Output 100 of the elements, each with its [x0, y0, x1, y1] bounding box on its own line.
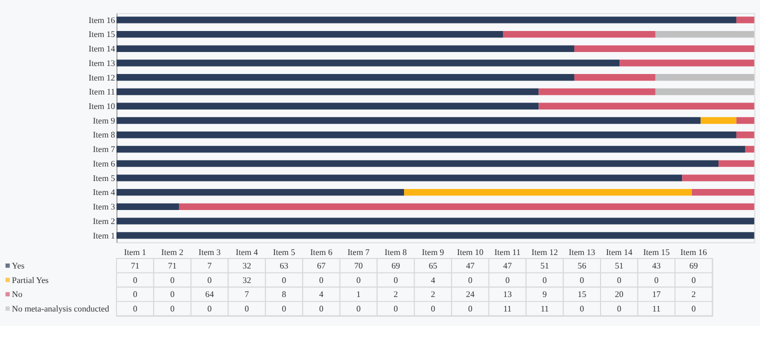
bar — [116, 146, 746, 153]
data-label: 15 — [578, 289, 586, 300]
bar — [116, 60, 620, 66]
data-label: 9 — [542, 289, 547, 300]
data-label: 0 — [132, 289, 138, 300]
data-label: 2 — [691, 289, 696, 300]
data-label: 0 — [319, 303, 324, 314]
bar — [736, 16, 754, 24]
data-label: 43 — [652, 260, 661, 271]
data-label: 0 — [394, 274, 398, 285]
bar — [655, 30, 754, 38]
data-label: 0 — [170, 303, 174, 314]
data-label: 7 — [207, 260, 212, 271]
bar — [116, 74, 574, 81]
y-tick-label: Item 11 — [88, 86, 116, 97]
y-tick-label: Item 10 — [88, 100, 116, 111]
data-label: 71 — [168, 260, 177, 271]
bar — [620, 60, 754, 66]
y-tick-label: No meta-analysis conducted — [12, 303, 110, 314]
y-tick-label: Item 2 — [92, 216, 116, 226]
y-tick-label: Item 13 — [88, 58, 116, 68]
data-label: 0 — [468, 274, 472, 285]
data-label: 0 — [207, 274, 212, 285]
data-label: 47 — [503, 260, 512, 271]
data-label: 0 — [132, 303, 138, 314]
data-label: 0 — [617, 303, 622, 314]
data-label: 0 — [430, 303, 436, 314]
y-tick-label: Item 16 — [88, 14, 116, 25]
data-label: 0 — [207, 303, 212, 314]
x-tick-label: Item 12 — [531, 247, 558, 258]
data-label: 0 — [468, 303, 472, 314]
data-label: 67 — [316, 260, 326, 271]
y-tick-label: Yes — [12, 260, 26, 271]
y-tick-label: No — [12, 289, 22, 300]
bar — [655, 88, 754, 96]
data-label: 64 — [205, 289, 215, 300]
data-label: 0 — [244, 303, 249, 314]
x-tick-label: Item 13 — [568, 247, 596, 258]
x-tick-label: Item 4 — [236, 247, 259, 258]
data-label: 0 — [542, 274, 547, 285]
bar — [745, 146, 754, 153]
bar — [718, 160, 754, 167]
y-tick-label: Item 1 — [92, 230, 116, 240]
data-label: 51 — [540, 260, 549, 271]
y-tick-label: Item 6 — [92, 158, 116, 168]
data-label: 17 — [652, 289, 662, 300]
x-tick-label: Item 16 — [680, 247, 708, 258]
y-tick-label: Partial Yes — [12, 274, 50, 285]
bar — [116, 174, 682, 182]
y-tick-label: Item 15 — [88, 29, 116, 40]
bar — [116, 16, 736, 24]
bar — [736, 132, 754, 138]
data-label: 0 — [505, 274, 510, 285]
bar — [682, 174, 754, 182]
bar — [736, 117, 754, 124]
x-tick-label: Item 10 — [457, 247, 484, 258]
x-tick-label: Item 1 — [124, 247, 146, 258]
x-tick-label: Item 14 — [606, 247, 634, 258]
data-label: 20 — [614, 289, 624, 300]
y-tick-label: Item 4 — [92, 187, 116, 198]
bar — [116, 188, 404, 196]
y-tick-label: Item 8 — [92, 130, 116, 140]
bar — [574, 45, 754, 52]
data-label: 65 — [428, 260, 438, 271]
data-label: 71 — [130, 260, 140, 271]
data-label: 0 — [580, 274, 584, 285]
data-label: 13 — [503, 289, 512, 300]
x-tick-label: Item 5 — [272, 247, 296, 258]
data-label: 0 — [356, 274, 361, 285]
data-label: 11 — [652, 303, 661, 314]
data-label: 0 — [170, 274, 174, 285]
x-tick-label: Item 8 — [384, 247, 407, 258]
y-tick-label: Item 3 — [92, 202, 116, 212]
data-label: 70 — [354, 260, 363, 271]
bar — [538, 102, 754, 110]
bar — [502, 30, 656, 38]
x-tick-label: Item 3 — [198, 247, 221, 258]
x-tick-label: Item 7 — [347, 247, 370, 258]
data-label: 69 — [391, 260, 400, 271]
data-label: 32 — [242, 274, 252, 285]
x-tick-label: Item 6 — [310, 247, 334, 258]
data-label: 4 — [430, 274, 436, 285]
y-tick-label: Item 14 — [88, 44, 116, 54]
data-label: 24 — [466, 289, 476, 300]
bar — [538, 88, 656, 96]
data-label: 0 — [356, 303, 361, 314]
data-label: 11 — [503, 303, 512, 314]
data-label: 56 — [578, 260, 587, 271]
x-tick-label: Item 2 — [161, 247, 184, 258]
x-tick-label: Item 15 — [643, 247, 670, 258]
bar — [116, 232, 754, 239]
data-label: 7 — [244, 289, 250, 300]
bar — [574, 74, 656, 81]
x-tick-label: Item 11 — [494, 247, 521, 258]
data-label: 0 — [282, 303, 286, 314]
data-label: 8 — [282, 289, 286, 300]
data-label: 2 — [394, 289, 398, 300]
data-label: 0 — [691, 303, 696, 314]
bar — [178, 203, 754, 210]
data-label: 0 — [580, 303, 584, 314]
